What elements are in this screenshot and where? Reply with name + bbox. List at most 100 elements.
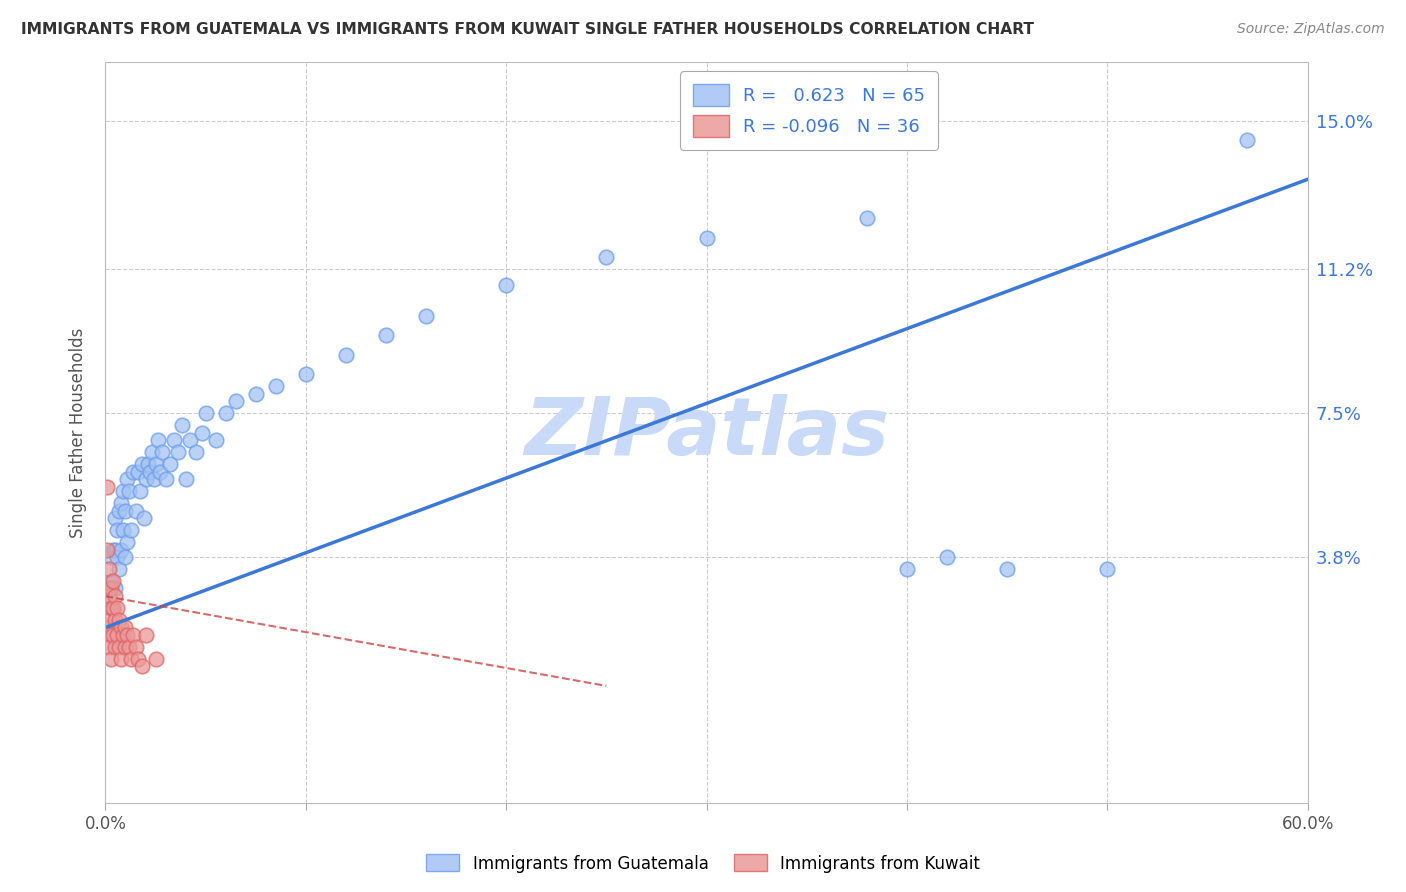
Point [124,503,146,517]
Point [117,534,139,549]
Point [145,651,167,665]
Point [214,406,236,420]
Point [108,503,131,517]
Point [995,562,1018,576]
Point [245,386,267,401]
Point [117,628,139,642]
Point [135,472,157,486]
Point [121,651,143,665]
Point [142,472,165,486]
Point [936,550,959,565]
Point [136,457,159,471]
Point [415,309,437,323]
Point [162,434,184,448]
Point [1097,562,1119,576]
Point [107,601,129,615]
Point [100,601,122,615]
Point [104,582,127,596]
Point [127,651,149,665]
Text: ZIPatlas: ZIPatlas [524,393,889,472]
Y-axis label: Single Father Households: Single Father Households [69,327,87,538]
Point [104,640,127,654]
Point [96,480,118,494]
Point [896,562,918,576]
Point [103,601,125,615]
Point [155,472,177,486]
Point [118,640,141,654]
Point [96,542,118,557]
Point [145,457,167,471]
Point [855,211,877,226]
Point [110,496,132,510]
Point [170,417,193,432]
Point [179,434,201,448]
Point [122,628,145,642]
Text: IMMIGRANTS FROM GUATEMALA VS IMMIGRANTS FROM KUWAIT SINGLE FATHER HOUSEHOLDS COR: IMMIGRANTS FROM GUATEMALA VS IMMIGRANTS … [21,22,1033,37]
Point [114,550,136,565]
Point [135,628,157,642]
Point [131,457,153,471]
Point [112,484,135,499]
Point [107,550,129,565]
Point [100,651,122,665]
Point [335,348,357,362]
Point [132,511,155,525]
Point [112,628,135,642]
Point [110,542,132,557]
Legend: R =   0.623   N = 65, R = -0.096   N = 36: R = 0.623 N = 65, R = -0.096 N = 36 [681,71,938,150]
Point [124,640,146,654]
Point [112,523,135,537]
Point [118,484,141,499]
Point [98,562,121,576]
Point [141,445,163,459]
Point [108,562,131,576]
Point [98,613,121,627]
Point [194,406,217,420]
Point [100,574,122,588]
Point [696,231,718,245]
Point [114,620,136,634]
Point [110,620,132,634]
Point [108,640,131,654]
Point [204,434,226,448]
Point [138,465,160,479]
Point [103,628,125,642]
Point [295,367,318,381]
Point [264,379,287,393]
Point [1236,133,1258,147]
Point [107,628,129,642]
Point [121,523,143,537]
Point [374,328,398,343]
Point [146,434,169,448]
Point [100,582,122,596]
Point [107,523,129,537]
Point [98,589,121,603]
Point [128,484,150,499]
Point [495,277,517,292]
Point [103,601,125,615]
Point [103,542,125,557]
Point [114,640,136,654]
Point [166,445,188,459]
Point [190,425,212,440]
Legend: Immigrants from Guatemala, Immigrants from Kuwait: Immigrants from Guatemala, Immigrants fr… [419,847,987,880]
Point [104,589,127,603]
Point [104,542,127,557]
Point [159,457,181,471]
Point [150,445,173,459]
Point [96,620,118,634]
Point [174,472,197,486]
Point [98,640,121,654]
Point [100,550,122,565]
Point [100,628,122,642]
Point [103,574,125,588]
Point [110,651,132,665]
Point [96,582,118,596]
Point [122,465,145,479]
Text: Source: ZipAtlas.com: Source: ZipAtlas.com [1237,22,1385,37]
Point [108,613,131,627]
Point [184,445,207,459]
Point [104,511,127,525]
Point [127,465,149,479]
Point [104,613,127,627]
